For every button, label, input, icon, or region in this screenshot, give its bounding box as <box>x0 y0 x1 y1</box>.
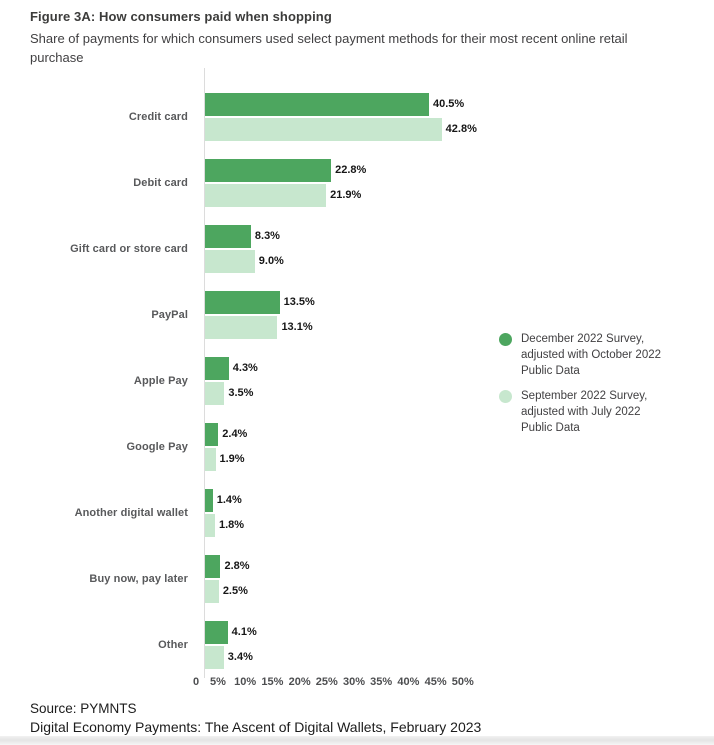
bar-september-survey <box>205 580 219 603</box>
category-label: Other <box>158 638 188 651</box>
category-label: PayPal <box>151 308 188 321</box>
legend-label-september: September 2022 Survey, adjusted with Jul… <box>521 390 648 434</box>
value-label-december: 2.8% <box>224 560 250 572</box>
legend-item-december: December 2022 Survey, adjusted with Octo… <box>499 331 699 379</box>
y-axis-line <box>204 68 205 678</box>
bar-group: Gift card or store card 8.3% 9.0% <box>0 225 500 273</box>
value-label-september: 1.8% <box>218 519 245 531</box>
x-axis: 0 5% 10% 15% 20% 25% 30% 35% 40% 45% 50% <box>0 676 500 690</box>
source-text: Source: PYMNTS <box>30 701 137 716</box>
bar-september-survey <box>205 250 255 273</box>
category-label: Another digital wallet <box>74 506 188 519</box>
value-label-december: 4.1% <box>231 626 257 638</box>
value-label-december: 4.3% <box>232 362 258 374</box>
category-label: Buy now, pay later <box>89 572 188 585</box>
legend-swatch-december-icon <box>499 333 512 346</box>
figure-subtitle: Share of payments for which consumers us… <box>30 31 628 65</box>
x-axis-tick: 25% <box>315 676 338 688</box>
category-label: Gift card or store card <box>70 242 188 255</box>
value-label-december: 2.4% <box>222 428 248 440</box>
value-label-december: 40.5% <box>432 98 465 110</box>
x-axis-tick: 10% <box>234 676 257 688</box>
x-axis-tick: 30% <box>342 676 366 688</box>
value-label-september: 9.0% <box>258 255 284 267</box>
bar-group: Credit card 40.5% 42.8% <box>0 93 500 141</box>
bar-december-survey <box>205 93 429 116</box>
category-label: Credit card <box>128 110 188 123</box>
bar-december-survey <box>205 423 219 446</box>
x-axis-tick: 0 <box>192 676 200 688</box>
value-label-september: 3.5% <box>228 387 254 399</box>
bar-group: Buy now, pay later 2.8% 2.5% <box>0 555 500 603</box>
category-label: Debit card <box>133 176 188 189</box>
bar-december-survey <box>205 159 332 182</box>
bar-group: Apple Pay 4.3% 3.5% <box>0 357 500 405</box>
bar-december-survey <box>205 621 228 644</box>
bar-september-survey <box>205 184 327 207</box>
value-label-september: 1.9% <box>219 453 245 465</box>
value-label-december: 13.5% <box>283 296 315 308</box>
x-axis-tick: 40% <box>397 676 420 688</box>
value-label-september: 2.5% <box>222 585 248 597</box>
figure-title: Figure 3A: How consumers paid when shopp… <box>30 9 332 24</box>
bar-september-survey <box>205 382 225 405</box>
value-label-december: 1.4% <box>216 494 242 506</box>
publication-text: Digital Economy Payments: The Ascent of … <box>30 719 482 735</box>
legend-item-september: September 2022 Survey, adjusted with Jul… <box>499 388 699 436</box>
x-axis-tick: 35% <box>370 676 393 688</box>
legend: December 2022 Survey, adjusted with Octo… <box>499 331 699 445</box>
x-axis-tick: 5% <box>210 676 226 688</box>
bar-group: Other 4.1% 3.4% <box>0 621 500 669</box>
bar-september-survey <box>205 514 215 537</box>
legend-label-december: December 2022 Survey, adjusted with Octo… <box>521 333 662 377</box>
bar-group: Debit card 22.8% 21.9% <box>0 159 500 207</box>
bar-september-survey <box>205 118 442 141</box>
bar-september-survey <box>205 448 216 471</box>
x-axis-tick: 45% <box>424 676 447 688</box>
bar-december-survey <box>205 357 229 380</box>
bar-group: Another digital wallet 1.4% 1.8% <box>0 489 500 537</box>
bar-september-survey <box>205 316 278 339</box>
bar-group: PayPal 13.5% 13.1% <box>0 291 500 339</box>
value-label-september: 3.4% <box>227 651 253 663</box>
x-axis-tick: 50% <box>451 676 474 688</box>
value-label-september: 13.1% <box>281 321 313 333</box>
value-label-september: 42.8% <box>445 123 477 135</box>
bar-september-survey <box>205 646 224 669</box>
bar-december-survey <box>205 489 213 512</box>
category-label: Google Pay <box>126 440 188 453</box>
value-label-december: 22.8% <box>335 164 367 176</box>
legend-swatch-september-icon <box>499 390 512 403</box>
bar-december-survey <box>205 291 280 314</box>
bar-group: Google Pay 2.4% 1.9% <box>0 423 500 471</box>
x-axis-tick: 15% <box>261 676 284 688</box>
bottom-divider <box>0 736 714 745</box>
x-axis-tick: 20% <box>288 676 311 688</box>
category-label: Apple Pay <box>133 374 188 387</box>
value-label-september: 21.9% <box>330 189 362 201</box>
bar-december-survey <box>205 225 251 248</box>
value-label-december: 8.3% <box>254 230 280 242</box>
bar-december-survey <box>205 555 221 578</box>
